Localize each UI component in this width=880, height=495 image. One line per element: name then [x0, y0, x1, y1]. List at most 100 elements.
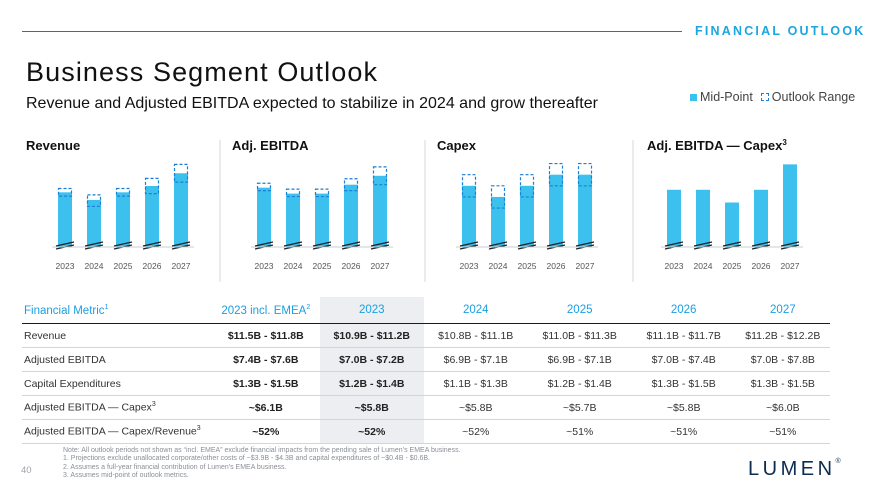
- chart-range-box: [372, 166, 388, 186]
- chart-bar: [462, 185, 476, 247]
- legend-range-label: Outlook Range: [771, 90, 856, 104]
- row-label: Adjusted EBITDA — Capex/Revenue3: [22, 419, 212, 444]
- chart-title: Adj. EBITDA — Capex3: [647, 138, 787, 153]
- chart-bar: [754, 189, 768, 247]
- chart-bar: [174, 173, 188, 247]
- footnote-marker: 2: [306, 303, 311, 311]
- footnote-line: 3. Assumes mid-point of outlook metrics.: [63, 472, 189, 480]
- column-header: Financial Metric1: [22, 297, 212, 324]
- axis-break-mark: [254, 241, 274, 247]
- table-cell: $7.0B - $7.4B: [631, 347, 736, 372]
- table-cell: ~$5.8B: [319, 395, 424, 420]
- column-header: 2025: [527, 297, 632, 324]
- table-cell: ~$6.1B: [211, 395, 320, 420]
- axis-break-mark: [283, 241, 303, 247]
- table-cell: $7.0B - $7.2B: [319, 347, 424, 372]
- axis-break-mark: [84, 241, 104, 247]
- table-cell: $1.1B - $1.3B: [423, 371, 528, 396]
- table-row: Capital Expenditures $1.3B - $1.5B $1.2B -…: [22, 371, 830, 396]
- chart-tick-label: 2024: [85, 261, 104, 271]
- column-header-label: 2024: [462, 304, 489, 316]
- table-cell: $6.9B - $7.1B: [423, 347, 528, 372]
- header-rule: [22, 31, 682, 32]
- chart-title-superscript: 3: [782, 138, 787, 147]
- row-label-text: Adjusted EBITDA: [24, 353, 106, 366]
- axis-break-mark: [488, 241, 508, 247]
- chart-range-box: [57, 187, 73, 197]
- page-number: 40: [21, 465, 32, 476]
- chart-range-box: [519, 174, 535, 198]
- table-header-row: Financial Metric1 2023 incl. EMEA2 2023 202…: [22, 297, 830, 324]
- row-label-text: Adjusted EBITDA — Capex/Revenue: [24, 425, 197, 438]
- row-label-text: Adjusted EBITDA — Capex: [24, 401, 152, 414]
- table-cell: $1.3B - $1.5B: [631, 371, 736, 396]
- axis-break-mark: [546, 241, 566, 247]
- column-header: 2023: [319, 297, 424, 324]
- table-cell: $6.9B - $7.1B: [527, 347, 632, 372]
- table-cell: ~$6.0B: [735, 395, 830, 420]
- chart-range-box: [461, 174, 477, 198]
- legend-midpoint-label: Mid-Point: [700, 90, 753, 104]
- chart-title: Adj. EBITDA: [232, 138, 309, 153]
- logo-text: LUMEN: [748, 458, 836, 480]
- column-header: 2027: [735, 297, 830, 324]
- row-label-text: Revenue: [24, 329, 67, 342]
- column-header-label: 2026: [670, 304, 697, 316]
- chart-range-box: [256, 182, 272, 192]
- chart-bar: [145, 185, 159, 247]
- table-cell: ~52%: [319, 419, 424, 444]
- page-subtitle: Revenue and Adjusted EBITDA expected to …: [26, 95, 598, 112]
- chart-tick-label: 2026: [143, 261, 162, 271]
- footnote-marker: 3: [196, 425, 201, 433]
- table-cell: ~52%: [211, 419, 320, 444]
- chart-tick-label: 2027: [576, 261, 595, 271]
- table-cell: ~$5.7B: [527, 395, 632, 420]
- table-cell: $7.0B - $7.8B: [735, 347, 830, 372]
- legend-range-swatch: [760, 93, 769, 101]
- footnote-line: Note: All outlook periods not shown as “…: [63, 447, 461, 454]
- axis-break-mark: [113, 241, 133, 247]
- axis-break-mark: [693, 241, 713, 247]
- table-cell: $11.5B - $11.8B: [211, 323, 320, 348]
- table-cell: ~51%: [527, 419, 632, 444]
- chart-bar: [116, 192, 130, 247]
- column-header-label: Financial Metric: [24, 304, 105, 317]
- table-cell: $10.8B - $11.1B: [423, 323, 528, 348]
- table-cell: $1.3B - $1.5B: [735, 371, 830, 396]
- chart-tick-label: 2025: [114, 261, 133, 271]
- lumen-logo: LUMEN®: [748, 458, 841, 481]
- axis-break-mark: [722, 241, 742, 247]
- table-cell: $11.1B - $11.7B: [631, 323, 736, 348]
- chart-range-box: [115, 187, 131, 197]
- table-cell: $1.2B - $1.4B: [527, 371, 632, 396]
- segment-charts: Revenue 2023 2024 2025 2026 2027 Adj. EBITDA 20…: [26, 138, 803, 282]
- table-cell: ~$5.8B: [631, 395, 736, 420]
- page-title: Business Segment Outlook: [26, 57, 379, 87]
- row-label-text: Capital Expenditures: [24, 377, 121, 390]
- table-cell: ~51%: [735, 419, 830, 444]
- table-cell: ~52%: [423, 419, 528, 444]
- axis-break-mark: [664, 241, 684, 247]
- column-header-label: 2023: [358, 304, 385, 316]
- footnote-line: 1. Projections exclude unallocated corpo…: [63, 455, 430, 463]
- chart-tick-label: 2027: [371, 261, 390, 271]
- chart-range-box: [144, 177, 160, 195]
- table-cell: $11.0B - $11.3B: [527, 323, 632, 348]
- chart-tick-label: 2027: [172, 261, 191, 271]
- chart-tick-label: 2026: [752, 261, 771, 271]
- column-header-label: 2027: [770, 304, 796, 316]
- chart-tick-label: 2023: [665, 261, 684, 271]
- chart-range-box: [314, 188, 330, 198]
- chart-bar: [578, 174, 592, 247]
- axis-break-mark: [341, 241, 361, 247]
- chart-tick-label: 2024: [694, 261, 713, 271]
- table-cell: $1.3B - $1.5B: [211, 371, 320, 396]
- table-row: Adjusted EBITDA $7.4B - $7.6B $7.0B - $7.2…: [22, 347, 830, 372]
- footnote-line: 2. Assumes a full-year financial contrib…: [63, 463, 287, 471]
- chart-bar: [58, 192, 72, 247]
- chart-bar: [696, 189, 710, 247]
- chart-tick-label: 2026: [547, 261, 566, 271]
- chart-tick-label: 2025: [723, 261, 742, 271]
- row-label: Revenue: [22, 323, 212, 348]
- chart-bar: [491, 196, 505, 247]
